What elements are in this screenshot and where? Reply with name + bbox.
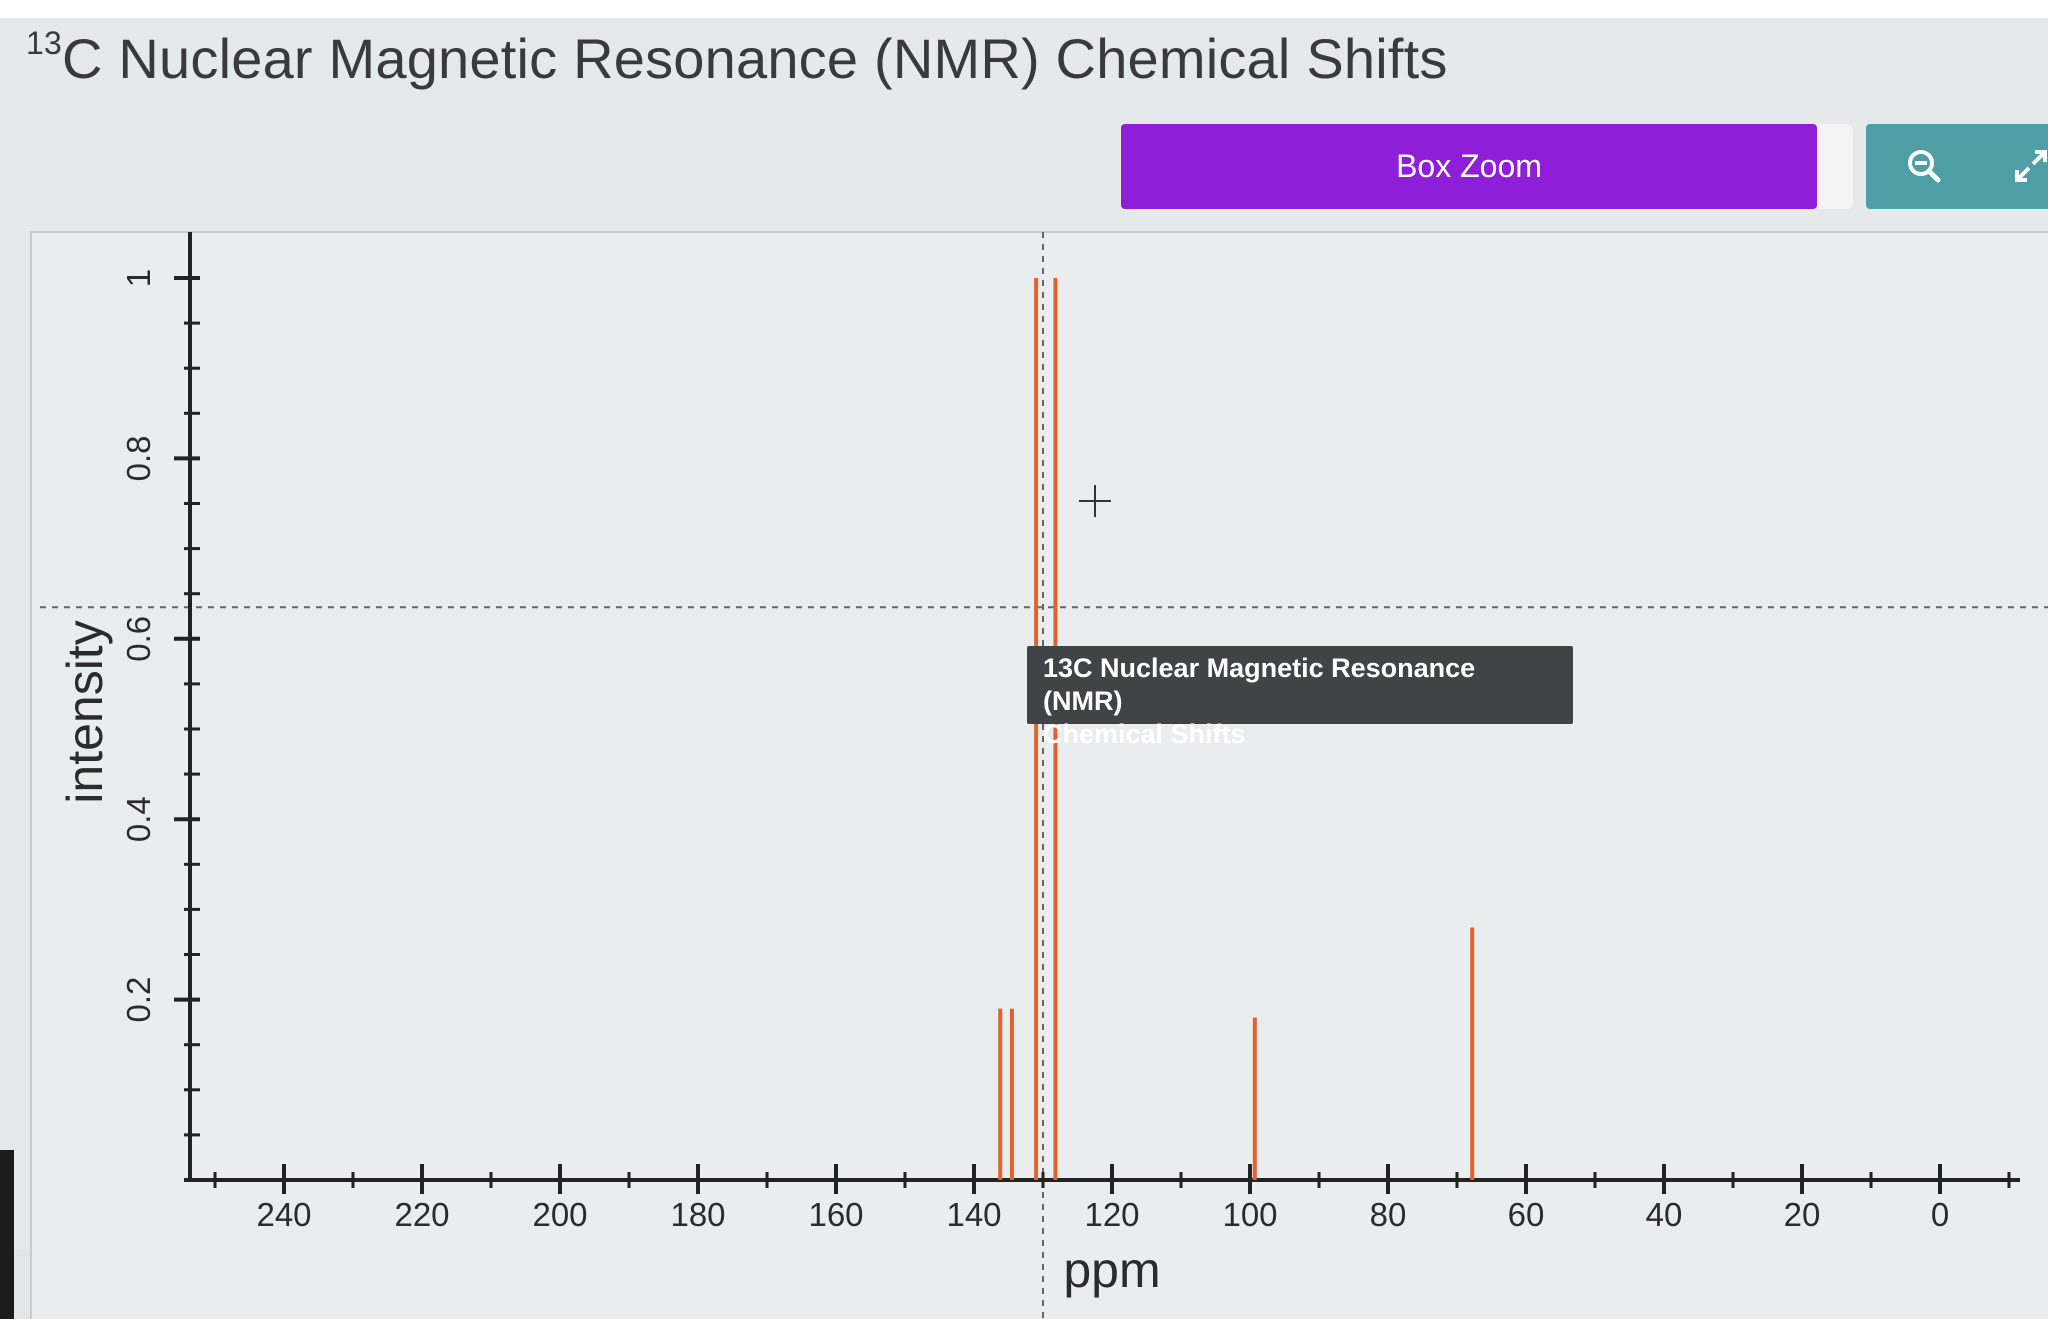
x-tick-label: 160 <box>808 1196 863 1233</box>
plot-area[interactable] <box>30 231 2048 1319</box>
y-tick-label: 1 <box>120 269 157 287</box>
x-tick-label: 120 <box>1084 1196 1139 1233</box>
y-tick-label: 0.4 <box>120 796 157 842</box>
screen-bezel <box>0 1150 14 1319</box>
x-tick-label: 100 <box>1222 1196 1277 1233</box>
chart-title: 13C Nuclear Magnetic Resonance (NMR) Che… <box>26 25 1448 91</box>
x-tick-label: 240 <box>256 1196 311 1233</box>
tooltip-line-1: 13C Nuclear Magnetic Resonance (NMR) <box>1043 653 1476 716</box>
x-tick-label: 140 <box>946 1196 1001 1233</box>
x-axis-title: ppm <box>1063 1242 1160 1298</box>
x-tick-label: 40 <box>1646 1196 1683 1233</box>
y-tick-label: 0.2 <box>120 977 157 1023</box>
x-tick-label: 20 <box>1784 1196 1821 1233</box>
plot-tools-group <box>1866 124 2048 209</box>
top-strip <box>0 0 2048 18</box>
magnifier-zoom-out-icon[interactable] <box>1904 146 1944 186</box>
y-tick-label: 0.8 <box>120 435 157 481</box>
x-tick-label: 60 <box>1508 1196 1545 1233</box>
y-tick-label: 0.6 <box>120 616 157 662</box>
x-tick-label: 0 <box>1931 1196 1949 1233</box>
expand-arrows-icon[interactable] <box>2011 146 2048 186</box>
title-superscript: 13 <box>26 25 62 62</box>
title-text: C Nuclear Magnetic Resonance (NMR) Chemi… <box>62 27 1448 90</box>
x-tick-label: 200 <box>532 1196 587 1233</box>
hover-tooltip: 13C Nuclear Magnetic Resonance (NMR) Che… <box>1027 646 1573 749</box>
y-axis-title: intensity <box>57 620 113 803</box>
tooltip-line-2: Chemical Shifts <box>1043 719 1246 749</box>
x-tick-label: 180 <box>670 1196 725 1233</box>
x-tick-label: 80 <box>1370 1196 1407 1233</box>
x-tick-label: 220 <box>394 1196 449 1233</box>
box-zoom-button-edge <box>1817 124 1853 209</box>
box-zoom-button[interactable]: Box Zoom <box>1121 124 1817 209</box>
